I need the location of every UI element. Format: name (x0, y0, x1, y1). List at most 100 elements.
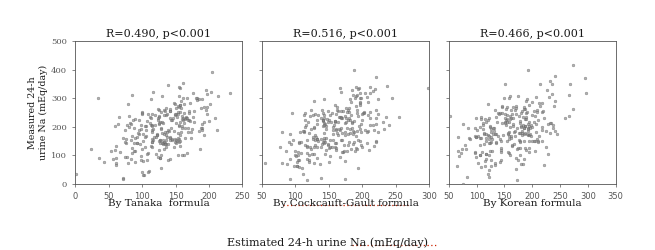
Point (320, 193, 330, 197)
Point (493, 111, 503, 115)
Point (479, 131, 489, 135)
Point (502, 105, 512, 109)
Point (132, 131, 143, 135)
Point (485, 130, 496, 134)
Point (318, 124, 328, 128)
Point (160, 133, 171, 137)
Point (140, 124, 150, 128)
Point (505, 154, 515, 158)
Point (382, 84, 392, 88)
Point (196, 126, 206, 130)
Point (485, 141, 495, 145)
Point (111, 156, 121, 160)
Point (353, 138, 364, 142)
Point (146, 96, 157, 100)
Point (181, 96, 192, 100)
Point (523, 150, 534, 154)
Point (489, 132, 500, 136)
Point (291, 160, 302, 164)
Point (197, 97, 208, 101)
Point (498, 96, 509, 100)
Point (485, 125, 495, 129)
Point (336, 108, 346, 112)
Point (445, 114, 455, 118)
Point (354, 124, 364, 128)
Point (293, 158, 304, 162)
Point (122, 161, 133, 165)
Title: R=0.516, p<0.001: R=0.516, p<0.001 (293, 29, 398, 39)
Point (514, 138, 525, 142)
Point (489, 128, 500, 132)
Point (386, 96, 397, 100)
Point (312, 113, 323, 117)
Point (141, 128, 151, 132)
Point (515, 122, 525, 126)
Point (527, 100, 538, 104)
Title: R=0.466, p<0.001: R=0.466, p<0.001 (479, 29, 585, 39)
Point (118, 176, 128, 180)
Point (162, 128, 173, 132)
Point (130, 160, 140, 164)
Point (483, 118, 493, 122)
Point (155, 141, 166, 145)
Point (126, 157, 137, 161)
Point (156, 126, 166, 130)
Point (294, 130, 305, 134)
Point (364, 110, 375, 114)
Point (165, 118, 176, 122)
Point (305, 114, 315, 118)
Point (500, 120, 510, 124)
Point (284, 132, 295, 136)
Point (170, 112, 180, 116)
Point (484, 175, 495, 179)
Point (320, 124, 331, 128)
Point (303, 158, 314, 162)
Point (478, 121, 489, 125)
Point (343, 108, 353, 112)
Point (136, 147, 147, 151)
Point (309, 145, 320, 149)
Point (520, 107, 531, 111)
Point (454, 154, 464, 158)
Point (339, 149, 349, 153)
Point (130, 136, 140, 140)
Point (335, 86, 346, 90)
Point (356, 130, 366, 134)
Point (153, 107, 164, 111)
Point (520, 116, 531, 119)
Point (290, 154, 301, 158)
Point (531, 122, 542, 126)
Point (152, 133, 162, 137)
Point (506, 136, 516, 140)
Point (194, 97, 204, 101)
Point (497, 105, 508, 109)
Point (173, 104, 183, 108)
Point (147, 124, 158, 128)
Point (310, 133, 320, 137)
Point (348, 132, 358, 136)
Point (526, 123, 536, 127)
Point (284, 157, 295, 161)
Point (280, 149, 291, 153)
Point (483, 168, 494, 172)
Point (309, 126, 319, 130)
Point (482, 133, 493, 137)
Point (530, 139, 540, 143)
Point (132, 141, 143, 145)
Point (473, 134, 483, 138)
Y-axis label: Measured 24-h
urine Na (mEq/day): Measured 24-h urine Na (mEq/day) (28, 65, 48, 160)
Point (501, 113, 512, 117)
Point (504, 134, 514, 138)
Point (523, 129, 533, 133)
Point (195, 106, 206, 110)
Point (330, 120, 341, 124)
Point (303, 120, 313, 124)
Point (175, 103, 185, 107)
Point (505, 117, 515, 121)
Point (179, 121, 189, 125)
Point (483, 153, 494, 157)
Point (319, 113, 329, 117)
Point (523, 146, 534, 150)
Point (340, 158, 350, 162)
Point (309, 152, 319, 156)
